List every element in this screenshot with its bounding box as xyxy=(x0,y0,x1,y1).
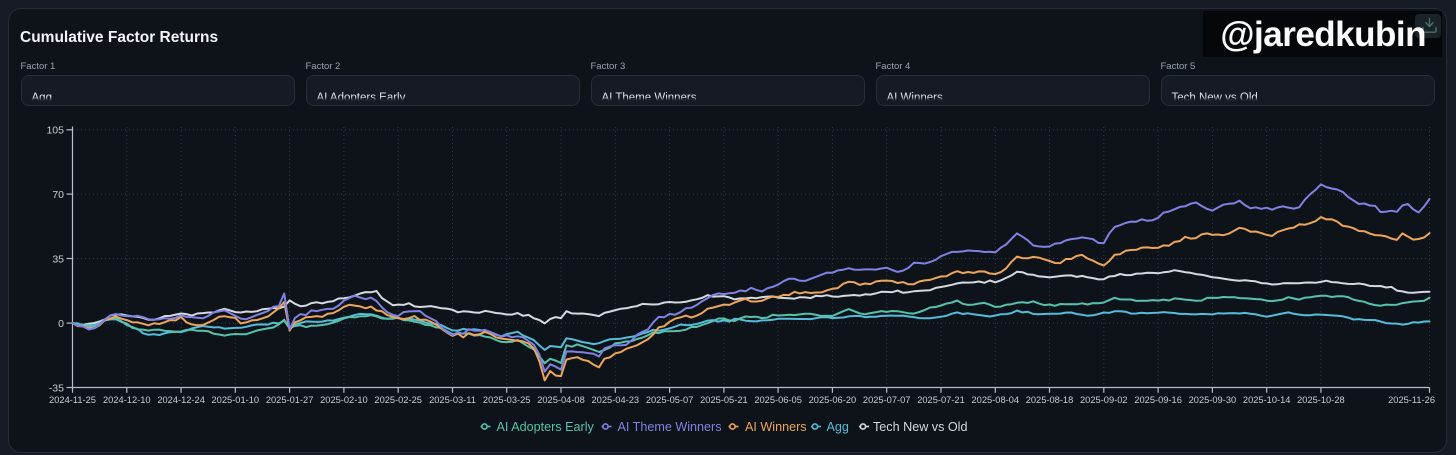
svg-text:2025-02-25: 2025-02-25 xyxy=(374,395,422,405)
svg-text:2025-09-30: 2025-09-30 xyxy=(1189,395,1237,405)
svg-text:2025-03-11: 2025-03-11 xyxy=(429,395,476,405)
svg-text:70: 70 xyxy=(52,189,64,201)
svg-text:2024-12-24: 2024-12-24 xyxy=(157,395,205,405)
svg-text:Agg: Agg xyxy=(827,420,849,434)
svg-text:2024-11-25: 2024-11-25 xyxy=(49,395,96,405)
svg-text:2025-06-05: 2025-06-05 xyxy=(754,395,802,405)
svg-text:2025-05-21: 2025-05-21 xyxy=(700,395,748,405)
svg-text:2025-07-07: 2025-07-07 xyxy=(863,395,911,405)
svg-text:AI Adopters Early: AI Adopters Early xyxy=(497,420,595,434)
svg-text:35: 35 xyxy=(52,253,64,265)
svg-text:2025-02-10: 2025-02-10 xyxy=(320,395,368,405)
svg-text:2025-09-16: 2025-09-16 xyxy=(1134,395,1182,405)
svg-text:2025-07-21: 2025-07-21 xyxy=(917,395,965,405)
svg-text:2025-08-04: 2025-08-04 xyxy=(972,395,1020,405)
svg-text:2025-04-23: 2025-04-23 xyxy=(592,395,640,405)
svg-text:2025-01-10: 2025-01-10 xyxy=(212,395,260,405)
svg-text:AI Winners: AI Winners xyxy=(745,420,807,434)
svg-text:-35: -35 xyxy=(49,382,64,394)
svg-text:2025-10-28: 2025-10-28 xyxy=(1297,395,1345,405)
svg-text:2024-12-10: 2024-12-10 xyxy=(103,395,151,405)
svg-text:2025-03-25: 2025-03-25 xyxy=(483,395,531,405)
svg-text:2025-04-08: 2025-04-08 xyxy=(537,395,585,405)
svg-text:2025-05-07: 2025-05-07 xyxy=(646,395,694,405)
svg-text:2025-06-20: 2025-06-20 xyxy=(809,395,857,405)
svg-text:2025-11-26: 2025-11-26 xyxy=(1388,395,1435,405)
svg-text:2025-01-27: 2025-01-27 xyxy=(266,395,314,405)
svg-text:Tech New vs Old: Tech New vs Old xyxy=(873,420,967,434)
svg-text:2025-10-14: 2025-10-14 xyxy=(1243,395,1291,405)
svg-text:0: 0 xyxy=(58,318,64,330)
svg-text:105: 105 xyxy=(46,125,64,137)
svg-text:AI Theme Winners: AI Theme Winners xyxy=(618,420,722,434)
svg-text:2025-09-02: 2025-09-02 xyxy=(1080,395,1128,405)
svg-text:2025-08-18: 2025-08-18 xyxy=(1026,395,1074,405)
